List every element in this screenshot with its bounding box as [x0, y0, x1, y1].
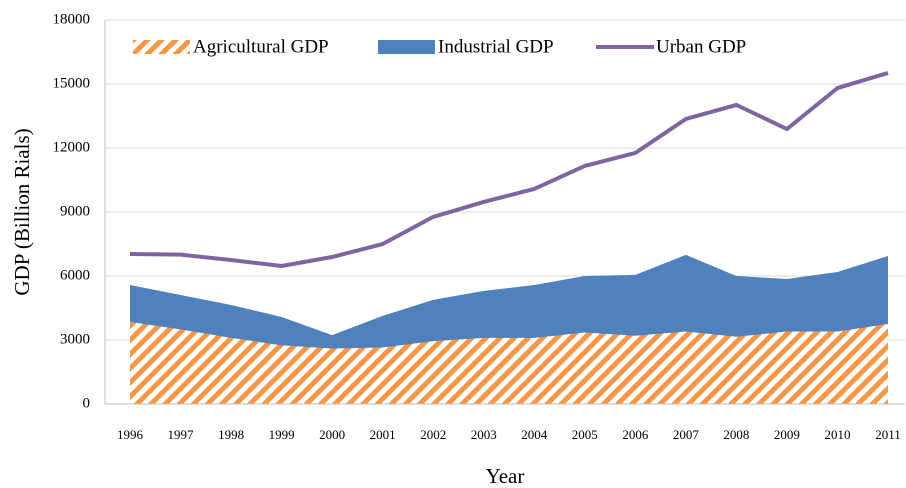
legend-label: Agricultural GDP — [193, 36, 329, 57]
x-tick-label: 1996 — [117, 427, 144, 442]
y-axis-title: GDP (Billion Rials) — [10, 128, 34, 295]
x-tick-label: 1998 — [218, 427, 244, 442]
y-tick-label: 0 — [83, 395, 91, 411]
area — [130, 321, 888, 404]
legend-label: Urban GDP — [656, 36, 746, 57]
x-tick-label: 2011 — [875, 427, 901, 442]
x-tick-label: 2006 — [622, 427, 649, 442]
x-tick-label: 2001 — [370, 427, 396, 442]
x-tick-label: 2004 — [521, 427, 548, 442]
y-tick-label: 18000 — [53, 11, 91, 27]
legend-label: Industrial GDP — [438, 36, 554, 57]
x-tick-label: 2003 — [471, 427, 497, 442]
x-tick-label: 2010 — [824, 427, 850, 442]
x-axis-title: Year — [486, 464, 525, 488]
x-tick-label: 2005 — [572, 427, 598, 442]
y-tick-label: 12000 — [53, 139, 91, 155]
x-tick-label: 2002 — [420, 427, 446, 442]
x-tick-label: 2007 — [673, 427, 700, 442]
x-tick-label: 2000 — [319, 427, 345, 442]
x-tick-label: 1997 — [168, 427, 195, 442]
x-tick-label: 1999 — [269, 427, 295, 442]
y-tick-label: 15000 — [53, 75, 91, 91]
x-tick-label: 2009 — [774, 427, 800, 442]
y-tick-label: 9000 — [60, 203, 90, 219]
legend-swatch — [378, 40, 435, 54]
legend-swatch — [133, 40, 190, 54]
x-tick-label: 2008 — [723, 427, 749, 442]
line — [129, 70, 889, 268]
y-tick-label: 6000 — [60, 267, 90, 283]
y-tick-label: 3000 — [60, 331, 90, 347]
